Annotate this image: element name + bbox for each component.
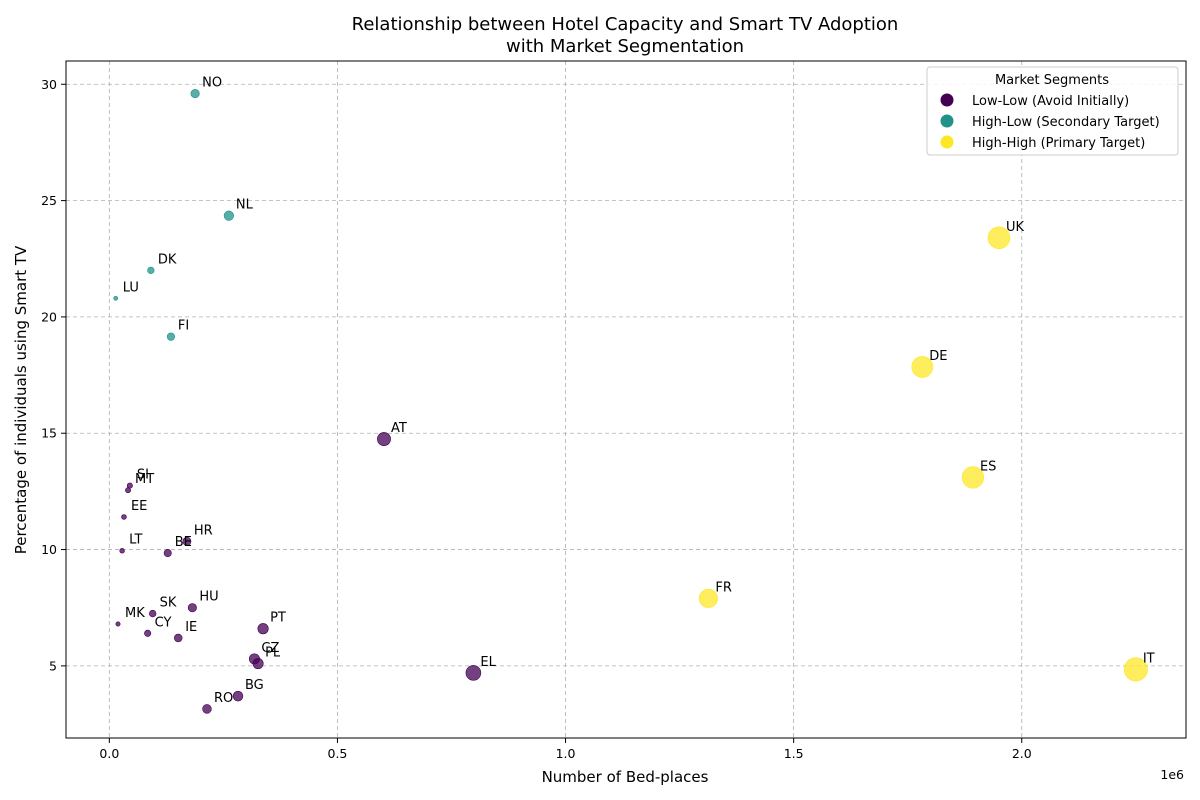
data-point-hu bbox=[187, 603, 197, 613]
point-label-mk: MK bbox=[125, 606, 145, 621]
point-label-cy: CY bbox=[155, 615, 172, 630]
point-label-el: EL bbox=[480, 655, 496, 670]
data-point-uk bbox=[987, 226, 1011, 250]
point-label-bg: BG bbox=[245, 678, 264, 693]
point-label-uk: UK bbox=[1006, 220, 1025, 235]
legend-label-high: High-High (Primary Target) bbox=[972, 136, 1145, 151]
y-tick-label: 25 bbox=[41, 193, 57, 208]
point-label-lu: LU bbox=[123, 280, 139, 295]
data-point-at bbox=[377, 432, 391, 446]
data-point-mt bbox=[125, 487, 131, 494]
x-tick-label: 2.0 bbox=[1012, 746, 1032, 761]
legend-box bbox=[926, 66, 1179, 156]
data-point-es bbox=[961, 466, 985, 489]
point-label-lt: LT bbox=[129, 533, 142, 548]
data-point-pl bbox=[252, 658, 264, 670]
y-tick-label: 20 bbox=[41, 309, 57, 324]
point-label-fi: FI bbox=[178, 319, 189, 334]
point-label-si: SI bbox=[137, 468, 149, 483]
data-point-ie bbox=[174, 633, 183, 643]
y-tick-label: 30 bbox=[41, 77, 57, 92]
point-label-dk: DK bbox=[158, 252, 177, 267]
data-point-dk bbox=[147, 266, 155, 274]
legend-title: Market Segments bbox=[995, 73, 1109, 88]
point-label-hu: HU bbox=[199, 590, 218, 605]
y-tick-label: 5 bbox=[49, 658, 57, 673]
point-label-be: BE bbox=[175, 535, 192, 550]
point-label-at: AT bbox=[391, 421, 407, 436]
data-point-fr bbox=[698, 588, 718, 608]
data-point-pt bbox=[257, 623, 269, 635]
data-points bbox=[113, 89, 1148, 714]
point-label-fr: FR bbox=[715, 580, 732, 595]
legend-marker-low bbox=[940, 93, 954, 107]
point-label-ie: IE bbox=[185, 620, 197, 635]
data-point-be bbox=[163, 549, 172, 558]
point-label-de: DE bbox=[929, 349, 947, 364]
legend-label-mid: High-Low (Secondary Target) bbox=[972, 115, 1160, 130]
point-label-mt: MT bbox=[135, 472, 154, 487]
data-point-nl bbox=[223, 210, 234, 221]
data-point-ro bbox=[202, 704, 212, 714]
data-point-mk bbox=[115, 621, 121, 627]
y-axis: 5 10 15 20 25 30 bbox=[41, 77, 66, 673]
point-label-es: ES bbox=[980, 459, 996, 474]
point-label-hr: HR bbox=[194, 523, 213, 538]
data-point-ee bbox=[121, 514, 127, 520]
point-label-pl: PL bbox=[265, 646, 281, 661]
data-point-el bbox=[465, 665, 482, 681]
legend: Market Segments Low-Low (Avoid Initially… bbox=[926, 66, 1179, 156]
y-axis-label: Percentage of individuals using Smart TV bbox=[12, 245, 30, 554]
plot-frame bbox=[65, 60, 1187, 739]
data-point-bg bbox=[232, 690, 244, 702]
x-tick-label: 0.5 bbox=[328, 746, 348, 761]
data-point-lt bbox=[119, 548, 125, 554]
point-label-no: NO bbox=[202, 76, 222, 91]
y-tick-label: 10 bbox=[41, 542, 57, 557]
grid bbox=[66, 61, 1186, 738]
x-tick-label: 1.5 bbox=[784, 746, 804, 761]
legend-marker-high bbox=[940, 135, 954, 149]
data-point-no bbox=[190, 89, 200, 99]
chart-title-line-1: Relationship between Hotel Capacity and … bbox=[352, 14, 899, 35]
point-label-cz: CZ bbox=[261, 641, 279, 656]
y-tick-label: 15 bbox=[41, 426, 57, 441]
point-label-nl: NL bbox=[236, 198, 254, 213]
point-label-it: IT bbox=[1143, 651, 1155, 666]
data-point-de bbox=[911, 356, 934, 378]
point-label-sk: SK bbox=[160, 596, 177, 611]
data-point-lu bbox=[113, 295, 119, 301]
x-tick-label: 1.0 bbox=[556, 746, 576, 761]
point-label-pt: PT bbox=[270, 611, 286, 626]
x-tick-label: 0.0 bbox=[99, 746, 119, 761]
x-axis-label: Number of Bed-places bbox=[542, 768, 709, 786]
chart-title-line-2: with Market Segmentation bbox=[506, 36, 744, 57]
data-point-fi bbox=[166, 332, 175, 341]
legend-marker-mid bbox=[940, 114, 954, 128]
data-point-sk bbox=[149, 609, 157, 618]
data-point-cy bbox=[144, 629, 152, 637]
x-axis: 0.0 0.5 1.0 1.5 2.0 bbox=[99, 738, 1032, 761]
data-point-hr bbox=[182, 537, 192, 546]
point-label-ro: RO bbox=[214, 691, 233, 706]
data-point-it bbox=[1123, 657, 1148, 682]
x-axis-offset-label: 1e6 bbox=[1160, 767, 1184, 782]
legend-label-low: Low-Low (Avoid Initially) bbox=[972, 94, 1129, 109]
point-label-ee: EE bbox=[131, 499, 147, 514]
